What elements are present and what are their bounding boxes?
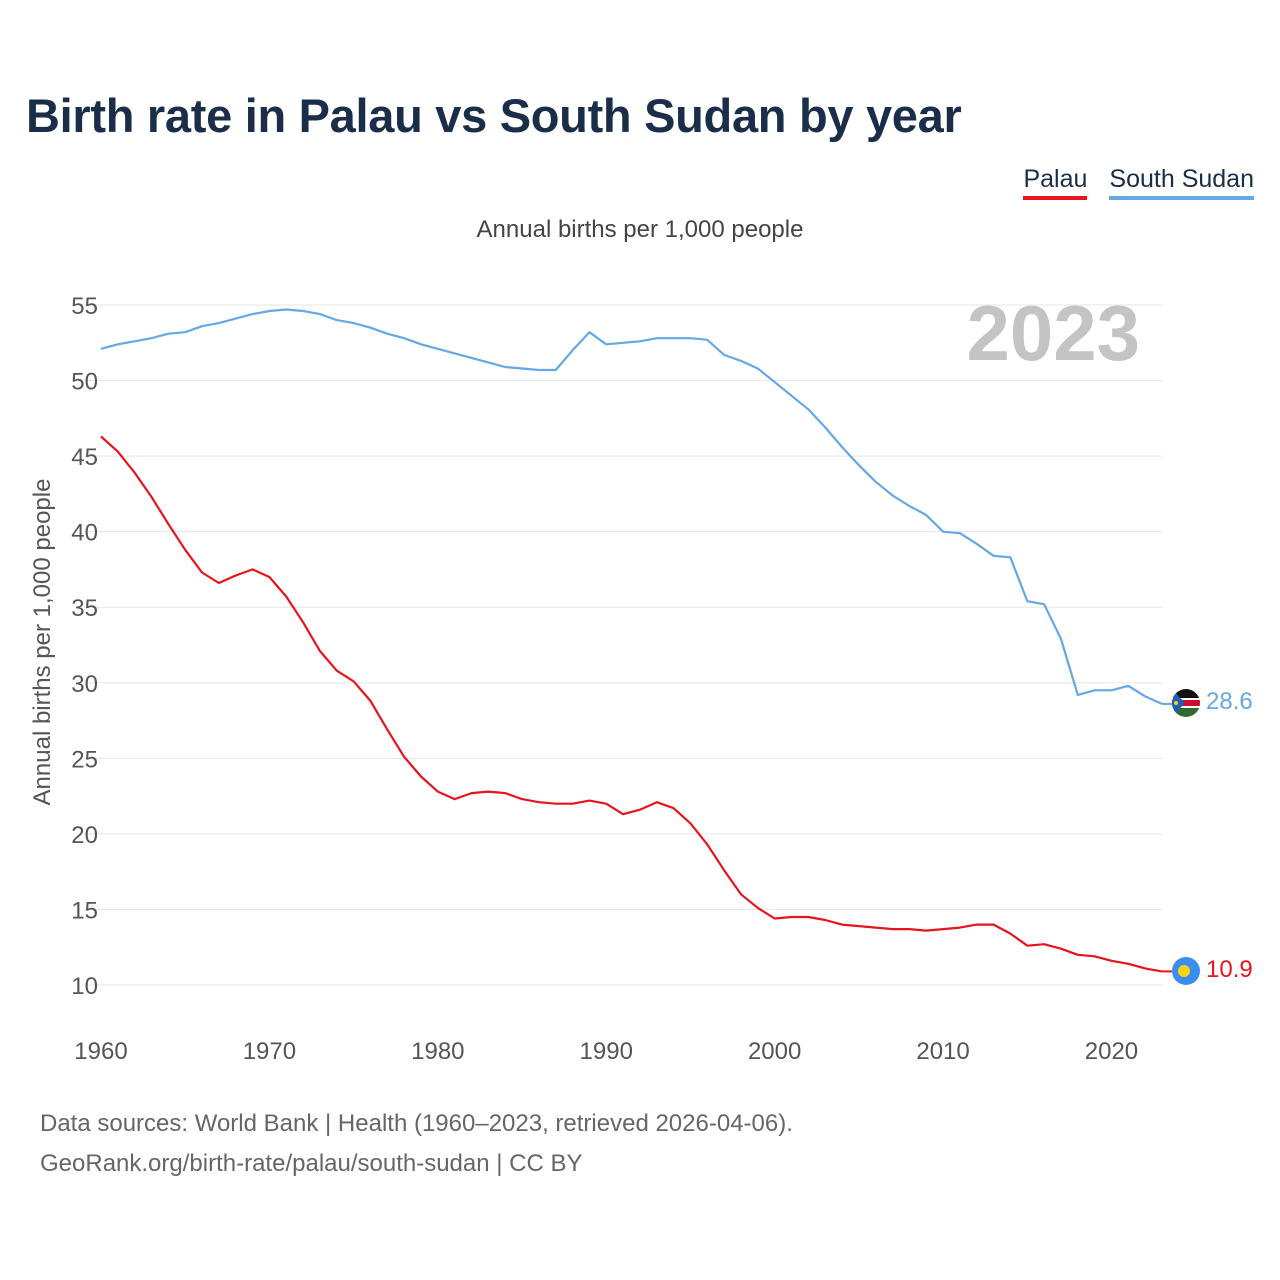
y-tick-label: 25: [71, 746, 98, 773]
x-tick-label: 2000: [748, 1038, 801, 1065]
x-tick-label: 2010: [916, 1038, 969, 1065]
y-tick-label: 50: [71, 369, 98, 396]
chart-title: Birth rate in Palau vs South Sudan by ye…: [26, 89, 962, 142]
y-tick-label: 15: [71, 897, 98, 924]
legend: Palau South Sudan: [1023, 164, 1254, 200]
line-chart: 10 15 20 25 30 35 40 45 50 55 1960 1970 1980 1990 200…: [29, 289, 1253, 1065]
end-label-south-sudan: 28.6: [1206, 688, 1253, 715]
x-tick-label: 1960: [74, 1038, 127, 1065]
chart-footer: Data sources: World Bank | Health (1960–…: [40, 1104, 793, 1184]
y-tick-label: 55: [71, 293, 98, 320]
y-tick-label: 10: [71, 973, 98, 1000]
y-axis-label: Annual births per 1,000 people: [29, 479, 56, 806]
y-tick-label: 45: [71, 444, 98, 471]
x-tick-label: 1990: [580, 1038, 633, 1065]
x-axis-ticks: 1960 1970 1980 1990 2000 2010 2020: [74, 1038, 1138, 1065]
x-tick-label: 1980: [411, 1038, 464, 1065]
legend-item-palau[interactable]: Palau: [1023, 164, 1088, 200]
legend-item-south-sudan[interactable]: South Sudan: [1109, 164, 1254, 200]
series-line-south-sudan[interactable]: [100, 308, 1163, 705]
series-lines: [100, 308, 1172, 973]
series-line-palau[interactable]: [100, 435, 1163, 973]
x-tick-label: 2020: [1085, 1038, 1138, 1065]
year-badge: 2023: [966, 289, 1140, 377]
y-axis-ticks: 10 15 20 25 30 35 40 45 50 55: [71, 293, 98, 1000]
footer-url[interactable]: GeoRank.org/birth-rate/palau/south-sudan…: [40, 1150, 583, 1177]
footer-sources: Data sources: World Bank | Health (1960–…: [40, 1110, 793, 1137]
palau-flag-icon: [1172, 957, 1200, 985]
chart-subtitle: Annual births per 1,000 people: [476, 216, 804, 243]
y-tick-label: 35: [71, 595, 98, 622]
y-tick-label: 30: [71, 671, 98, 698]
south-sudan-flag-icon: [1172, 689, 1200, 717]
grid-lines: [84, 304, 1162, 986]
end-label-palau: 10.9: [1206, 956, 1253, 983]
y-tick-label: 40: [71, 520, 98, 547]
x-tick-label: 1970: [243, 1038, 296, 1065]
y-tick-label: 20: [71, 822, 98, 849]
